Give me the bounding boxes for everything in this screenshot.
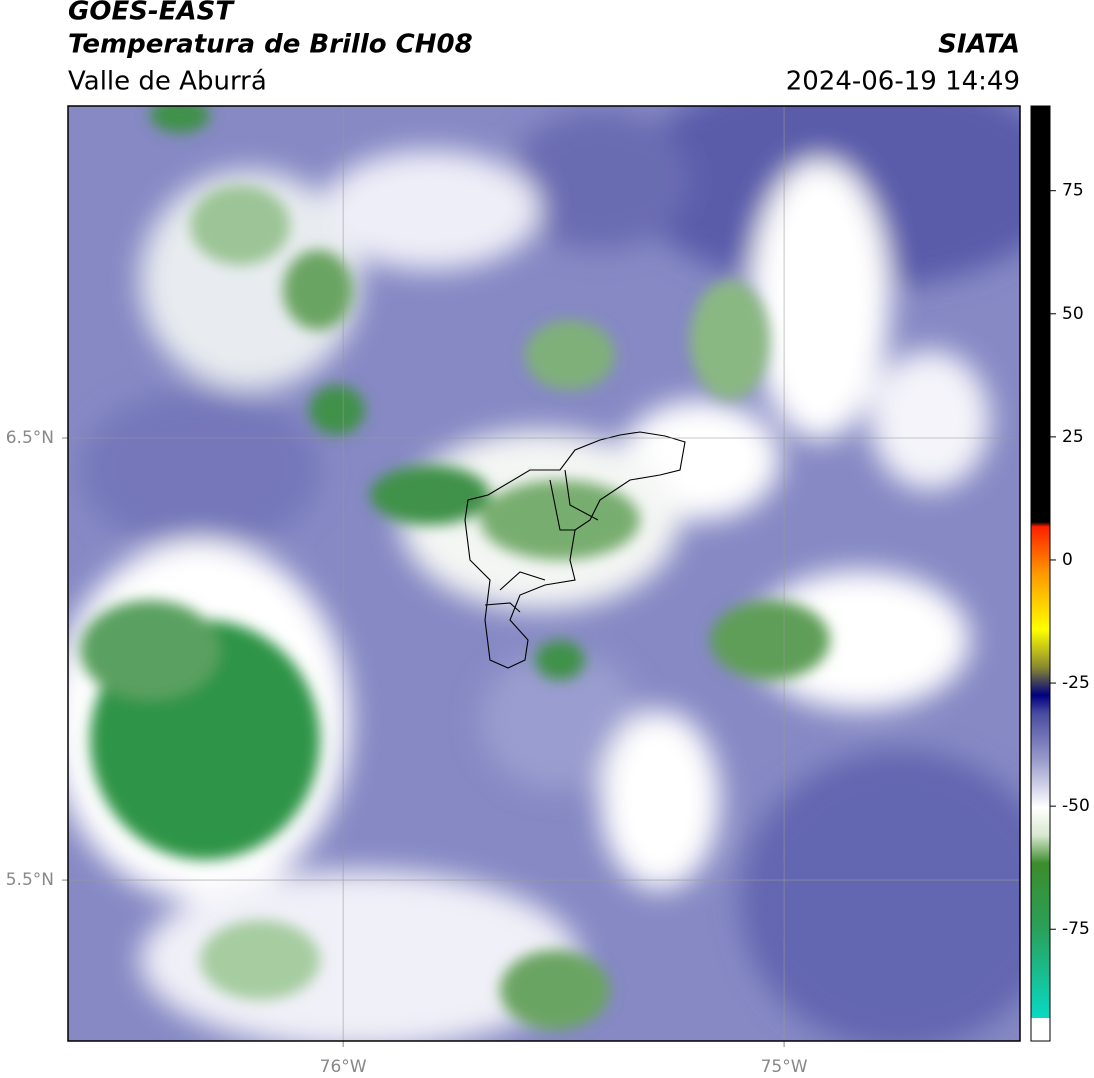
lon-tick-label: 76°W (320, 1057, 367, 1077)
lon-tick-label: 75°W (761, 1057, 808, 1077)
colorbar-tick-label: 25 (1062, 427, 1084, 447)
colorbar-tick-label: -50 (1062, 796, 1090, 816)
colorbar-under (1031, 1018, 1050, 1041)
colorbar-frame (1030, 105, 1051, 1042)
lat-tick-label: 6.5°N (6, 428, 54, 448)
municipality-outline (464, 431, 686, 669)
colorbar-tick-label: 75 (1062, 181, 1084, 201)
datetime: 2024-06-19 14:49 (786, 67, 1020, 97)
map-frame (67, 105, 1021, 1042)
colorbar-tick-label: -25 (1062, 673, 1090, 693)
colorbar-tick-label: -75 (1062, 919, 1090, 939)
lat-tick-label: 5.5°N (6, 870, 54, 890)
title: GOES-EAST (68, 0, 235, 27)
colorbar-tick-label: 0 (1062, 550, 1073, 570)
colorbar-tick-label: 50 (1062, 304, 1084, 324)
source: SIATA (938, 30, 1020, 60)
subtitle: Temperatura de Brillo CH08 (68, 30, 473, 60)
satellite-image (68, 106, 1020, 1041)
colorbar (1031, 106, 1050, 1041)
region: Valle de Aburrá (68, 67, 267, 97)
